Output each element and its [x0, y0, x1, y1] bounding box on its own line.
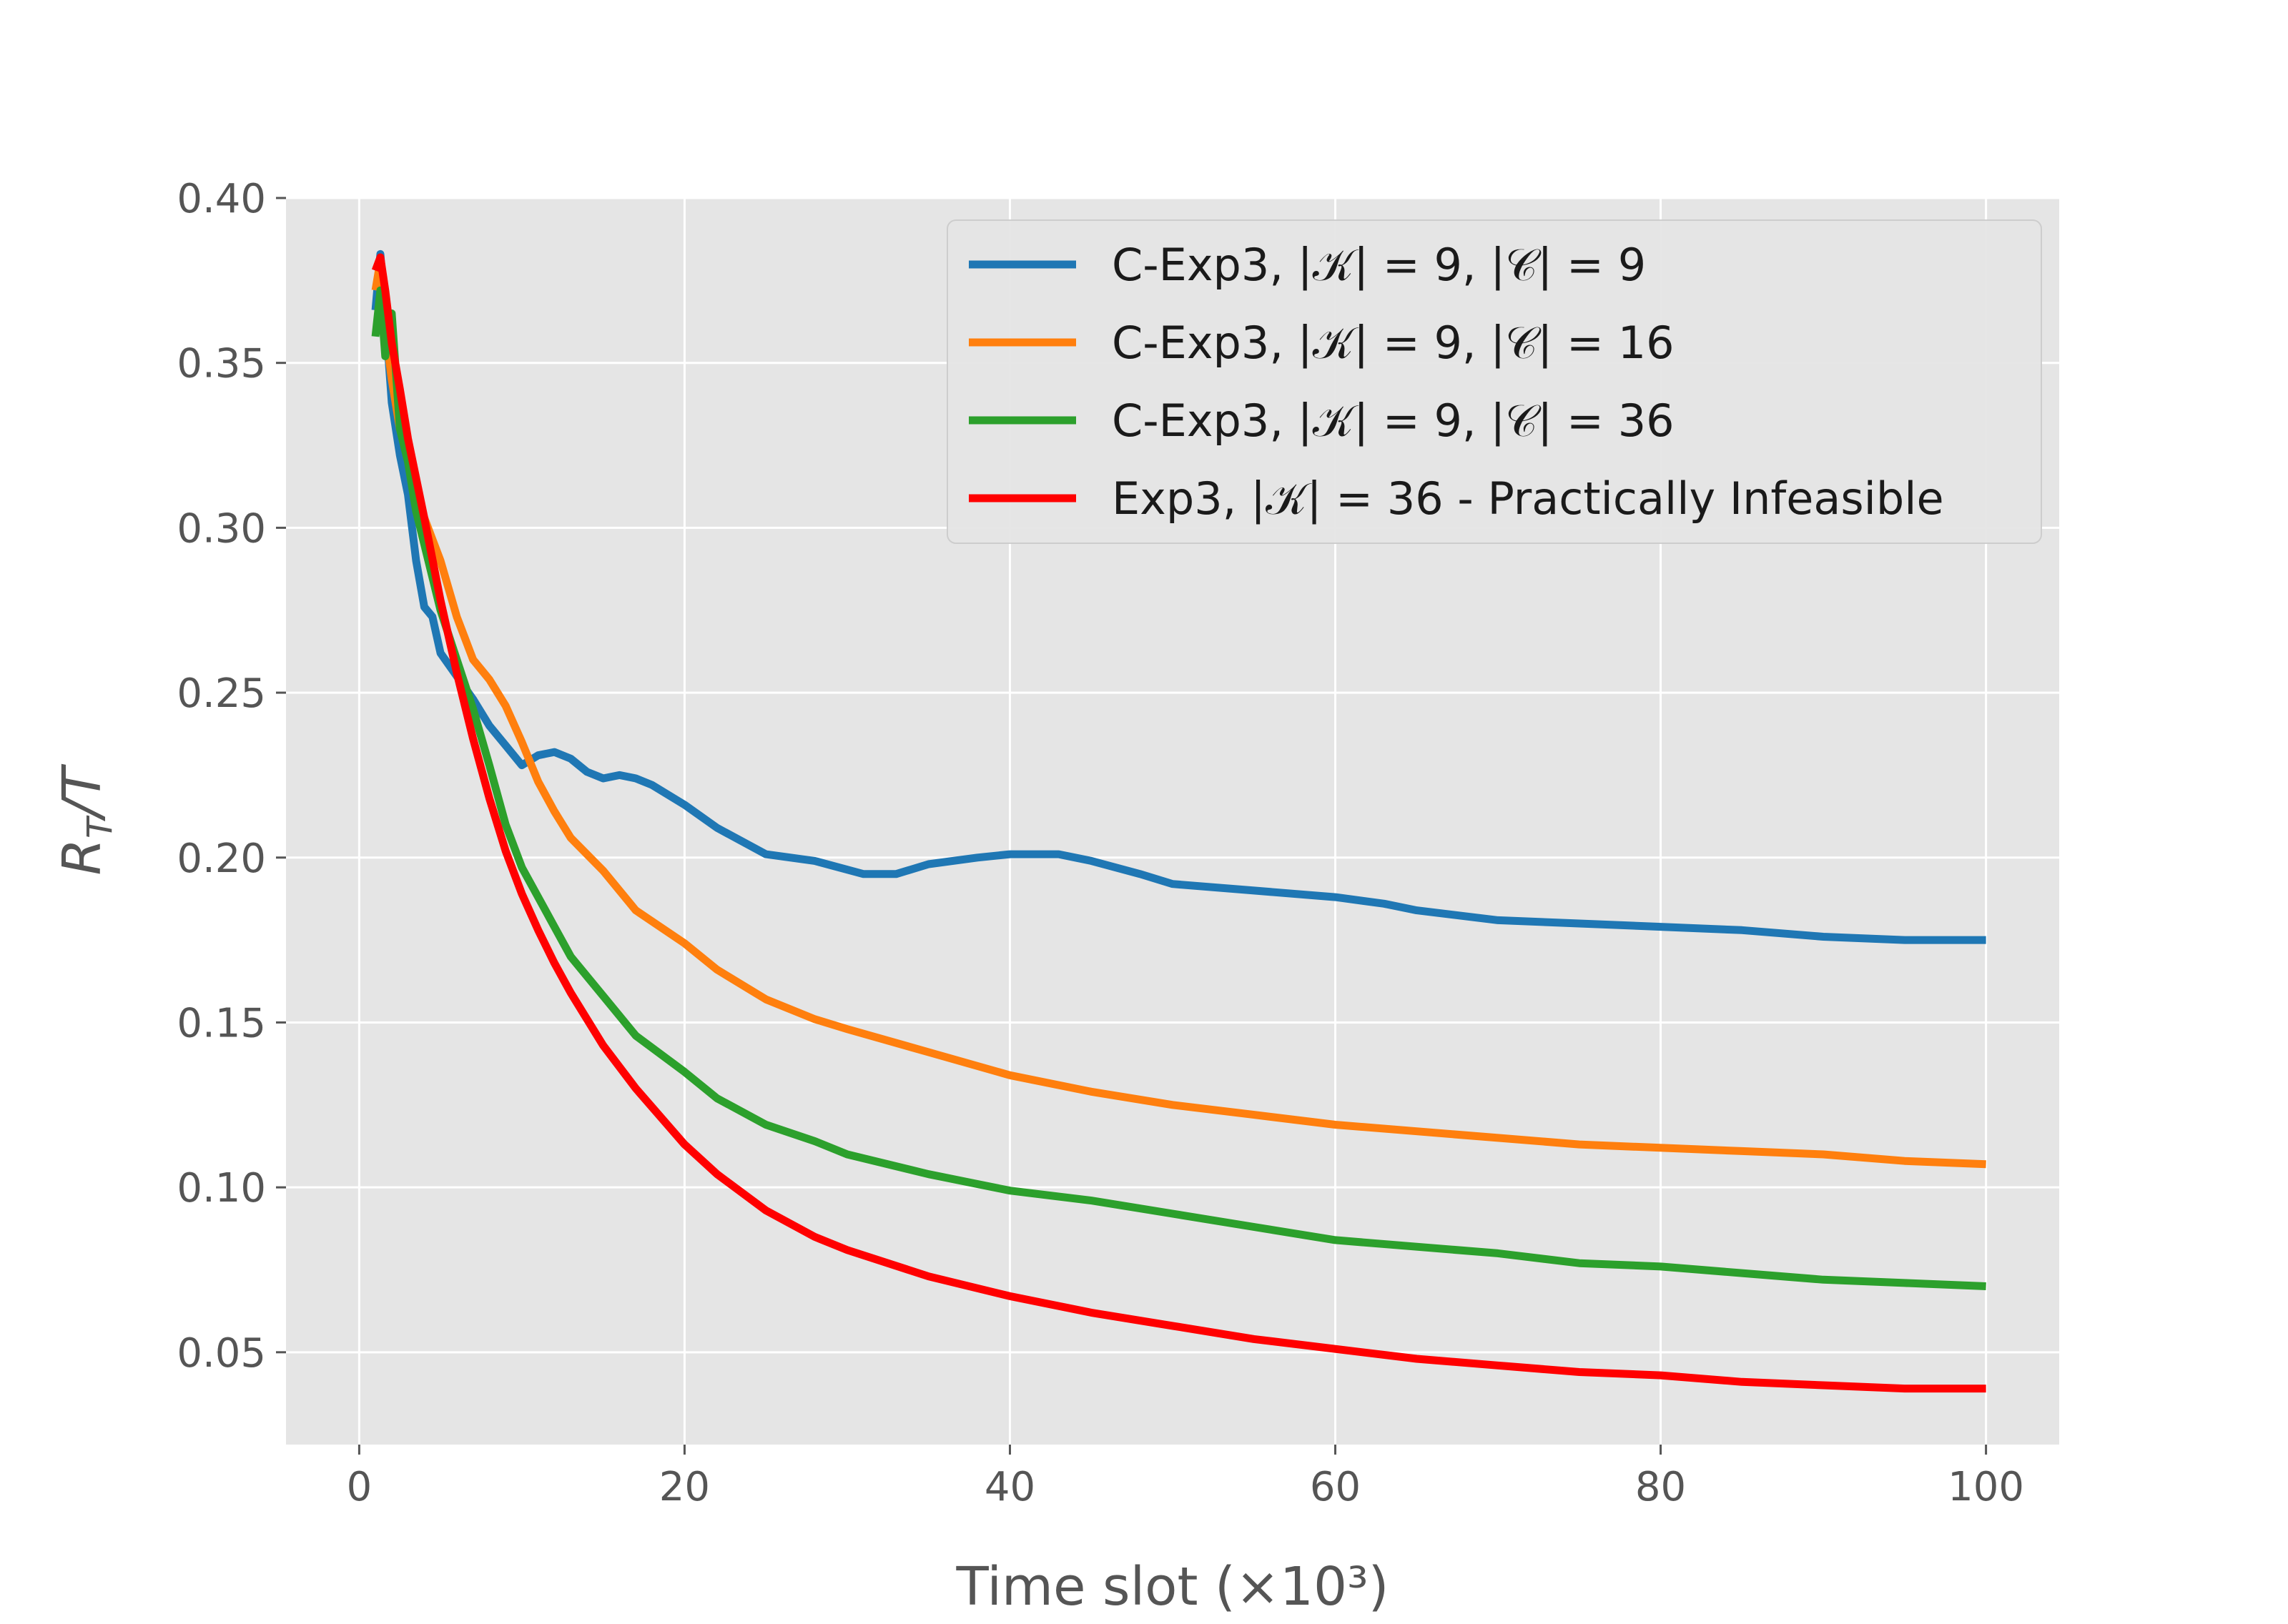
x-tick-label: 0	[347, 1464, 373, 1510]
y-axis-label: RT/T	[51, 763, 120, 876]
legend-label-4: Exp3, |𝒦| = 36 - Practically Infeasible	[1112, 472, 1944, 525]
x-axis-label: Time slot (×10³)	[955, 1556, 1389, 1618]
series-layer	[371, 249, 1986, 1393]
y-tick-label: 0.30	[177, 505, 266, 552]
y-tick-label: 0.25	[177, 670, 266, 717]
legend-box	[947, 219, 2042, 544]
x-tick-label: 40	[985, 1464, 1035, 1510]
legend-label-3: C-Exp3, |𝒦| = 9, |𝒞| = 36	[1112, 395, 1675, 447]
y-tick-label: 0.15	[177, 1000, 266, 1046]
x-tick-label: 20	[659, 1464, 710, 1510]
y-tick-label: 0.35	[177, 341, 266, 387]
series-line-1	[371, 249, 1986, 944]
legend-label-1: C-Exp3, |𝒦| = 9, |𝒞| = 9	[1112, 239, 1646, 292]
x-tick-label: 100	[1948, 1464, 2024, 1510]
series-line-4	[371, 253, 1986, 1393]
x-tick-label: 60	[1310, 1464, 1361, 1510]
y-tick-label: 0.05	[177, 1330, 266, 1377]
legend-label-2: C-Exp3, |𝒦| = 9, |𝒞| = 16	[1112, 317, 1675, 370]
legend: C-Exp3, |𝒦| = 9, |𝒞| = 9 C-Exp3, |𝒦| = 9,…	[947, 219, 2042, 544]
axis-ticks: 0 20 40 60 80 100 0.05 0.10 0.15 0.20 0.25 0.30 0.35…	[177, 176, 2024, 1510]
y-tick-label: 0.20	[177, 836, 266, 882]
series-line-3	[371, 286, 1986, 1290]
x-tick-label: 80	[1635, 1464, 1686, 1510]
y-tick-label: 0.10	[177, 1165, 266, 1212]
y-tick-label: 0.40	[177, 176, 266, 222]
